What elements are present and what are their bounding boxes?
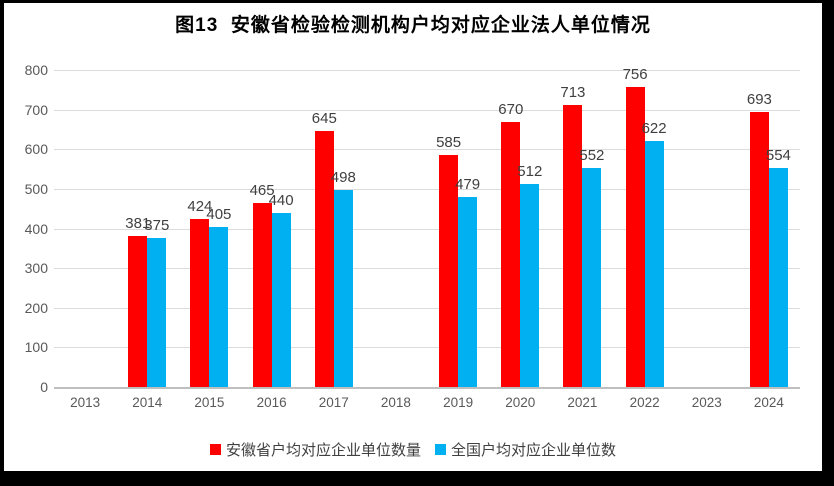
- y-axis-tick-label: 100: [24, 339, 48, 356]
- x-axis-label: 2014: [132, 395, 163, 410]
- y-axis-tick-label: 400: [24, 220, 48, 237]
- x-axis-label: 2024: [753, 395, 784, 410]
- bar-value-label: 424: [187, 198, 213, 215]
- bar: [128, 236, 148, 387]
- bar-value-label: 585: [436, 134, 462, 152]
- bar-value-label: 465: [249, 181, 275, 199]
- bar-value-label: 381: [125, 215, 151, 232]
- x-axis-label: 2013: [70, 395, 101, 410]
- bar-value-label: 756: [622, 66, 648, 84]
- legend-item-national: 全国户均对应企业单位数: [435, 439, 616, 460]
- bar: [458, 197, 478, 387]
- legend-label-national: 全国户均对应企业单位数: [451, 442, 617, 459]
- bar: [333, 189, 353, 387]
- gridline: [54, 70, 800, 71]
- bar: [749, 112, 769, 387]
- bar: [314, 131, 334, 387]
- bar-value-label: 552: [579, 147, 605, 165]
- bar: [190, 219, 210, 387]
- y-axis-tick-label: 200: [24, 299, 48, 316]
- bar-value-label: 670: [498, 100, 524, 118]
- bar-value-label: 645: [311, 110, 337, 128]
- bar-value-label: 713: [560, 83, 586, 101]
- x-axis-label: 2022: [629, 395, 660, 410]
- x-axis-label: 2020: [505, 395, 536, 410]
- bar: [563, 104, 583, 387]
- bar: [439, 155, 459, 387]
- legend-swatch-anhui-red: [209, 444, 221, 455]
- chart-title: 图13 安徽省检验检测机构户均对应企业法人单位情况: [175, 15, 651, 36]
- x-axis-label: 2021: [567, 395, 598, 410]
- gridline: [54, 307, 800, 309]
- gridline: [54, 109, 800, 111]
- bar: [520, 184, 540, 387]
- bar-value-label: 479: [455, 176, 481, 194]
- x-axis-label: 2017: [318, 395, 349, 410]
- x-axis-label: 2018: [380, 395, 411, 410]
- x-axis-label: 2015: [194, 395, 225, 410]
- legend-swatch-national-blue: [435, 444, 446, 455]
- y-axis-tick-label: 500: [24, 180, 48, 197]
- x-axis-label: 2016: [256, 395, 287, 410]
- bar-value-label: 498: [330, 168, 356, 186]
- bar-value-label: 693: [746, 91, 772, 109]
- y-axis-tick-label: 700: [24, 101, 48, 118]
- y-axis-tick-label: 800: [24, 62, 48, 78]
- x-axis-label: 2023: [691, 395, 722, 410]
- y-axis-tick-label: 300: [24, 260, 48, 277]
- y-axis-tick-label: 0: [40, 379, 48, 395]
- bar: [625, 87, 645, 387]
- x-axis-label: 2019: [443, 395, 474, 410]
- gridline: [54, 268, 800, 270]
- bar-value-label: 440: [268, 191, 294, 209]
- gridline: [54, 347, 800, 349]
- bar: [768, 167, 788, 387]
- legend: 安徽省户均对应企业单位数量 全国户均对应企业单位数: [4, 439, 822, 460]
- bar-value-label: 554: [765, 146, 791, 164]
- bar: [252, 202, 272, 387]
- gridline: [54, 149, 800, 151]
- bar: [209, 226, 229, 387]
- legend-label-anhui: 安徽省户均对应企业单位数量: [225, 442, 421, 459]
- bar-value-label: 405: [206, 205, 232, 223]
- bar: [147, 238, 167, 387]
- legend-item-anhui: 安徽省户均对应企业单位数量: [209, 439, 421, 460]
- gridline: [54, 228, 800, 230]
- bar: [271, 212, 291, 387]
- bar: [644, 140, 664, 387]
- y-axis-tick-label: 600: [24, 141, 48, 158]
- bar-value-label: 622: [641, 119, 667, 137]
- plot-area: 0 100 200 300 400 500 600 700 800 2013 2014 381 375 2…: [4, 3, 822, 471]
- gridline: [54, 188, 800, 190]
- x-axis-line: [54, 387, 800, 389]
- bar-value-label: 375: [144, 217, 170, 235]
- bar: [501, 121, 521, 387]
- bar-value-label: 512: [517, 163, 543, 181]
- bar: [582, 168, 602, 387]
